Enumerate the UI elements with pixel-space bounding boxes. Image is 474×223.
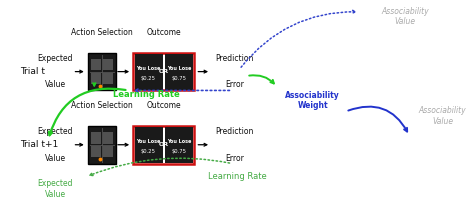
Bar	[91, 59, 101, 70]
Text: You Lose: You Lose	[136, 66, 161, 71]
Bar	[91, 146, 101, 157]
Text: Outcome: Outcome	[146, 28, 181, 37]
Bar	[103, 132, 113, 144]
Bar	[103, 59, 113, 70]
Text: You Lose: You Lose	[136, 139, 161, 144]
Text: Expected: Expected	[37, 54, 73, 63]
Bar	[88, 53, 117, 91]
Bar	[91, 132, 101, 144]
Bar	[133, 53, 194, 91]
Text: You Lose: You Lose	[167, 139, 191, 144]
Text: Prediction: Prediction	[216, 127, 254, 136]
Bar	[103, 73, 113, 84]
Text: Action Selection: Action Selection	[72, 101, 133, 110]
Text: Associability
Weight: Associability Weight	[285, 91, 340, 110]
Bar	[133, 126, 194, 164]
Text: Learning Rate: Learning Rate	[113, 90, 180, 99]
Bar	[164, 127, 192, 163]
Text: OR: OR	[159, 142, 169, 147]
Text: Outcome: Outcome	[146, 101, 181, 110]
Text: $0.75: $0.75	[172, 149, 187, 154]
Text: OR: OR	[159, 69, 169, 74]
Text: $0.75: $0.75	[172, 76, 187, 81]
Text: Expected
Value: Expected Value	[37, 179, 73, 199]
Bar	[91, 73, 101, 84]
Text: Expected: Expected	[37, 127, 73, 136]
Text: Error: Error	[225, 154, 244, 163]
Text: Trial t: Trial t	[19, 67, 45, 76]
Text: Error: Error	[225, 81, 244, 89]
Text: Associability
Value: Associability Value	[381, 6, 428, 26]
Text: Prediction: Prediction	[216, 54, 254, 63]
Bar	[164, 54, 192, 90]
Text: Value: Value	[45, 81, 65, 89]
Bar	[88, 126, 117, 164]
Text: You Lose: You Lose	[167, 66, 191, 71]
Text: Trial t+1: Trial t+1	[19, 140, 58, 149]
Text: Associability
Value: Associability Value	[419, 106, 466, 126]
Bar	[135, 127, 163, 163]
Text: Action Selection: Action Selection	[72, 28, 133, 37]
Text: Learning Rate: Learning Rate	[208, 172, 266, 181]
Bar	[103, 146, 113, 157]
Text: Value: Value	[45, 154, 65, 163]
Text: $0.25: $0.25	[141, 76, 156, 81]
Text: $0.25: $0.25	[141, 149, 156, 154]
Bar	[135, 54, 163, 90]
